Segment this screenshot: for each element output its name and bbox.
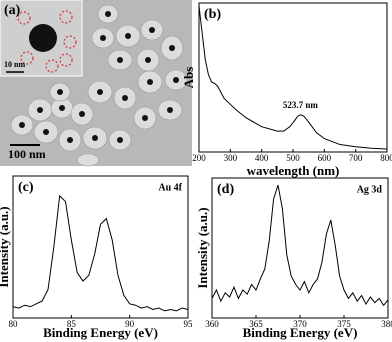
x-tick-label: 375 (337, 319, 351, 329)
panel-label: (c) (18, 180, 34, 195)
x-tick-label: 500 (286, 153, 300, 163)
annotation: Ag 3d (357, 184, 383, 195)
x-tick-label: 800 (380, 153, 392, 163)
spectrum-line (12, 194, 189, 312)
plot-frame (211, 177, 389, 319)
annotation: 523.7 nm (283, 100, 319, 110)
x-tick-label: 700 (349, 153, 363, 163)
spectrum-line (198, 5, 388, 150)
x-tick-label: 365 (249, 319, 263, 329)
particles (10, 4, 188, 167)
x-tick-label: 80 (9, 319, 19, 329)
y-axis-label: Intensity (a.u.) (195, 207, 210, 288)
shell-markers (17, 10, 77, 73)
x-tick-label: 90 (125, 319, 135, 329)
x-tick-label: 300 (224, 153, 238, 163)
spectrum-line (211, 184, 389, 307)
x-axis-label: Binding Energy (eV) (243, 325, 358, 340)
x-tick-label: 380 (381, 319, 392, 329)
y-axis-label: Intensity (a.u.) (0, 206, 11, 287)
scale: 100 nm (8, 147, 46, 161)
panel-label: (d) (217, 182, 234, 197)
plot-frame (198, 2, 388, 153)
core (29, 24, 57, 52)
x-axis-label: Binding Energy (eV) (43, 325, 158, 340)
x-tick-label: 370 (293, 319, 307, 329)
tem-image: (a) 10 nm 100 nm (0, 0, 192, 167)
x-tick-label: 95 (184, 319, 194, 329)
annotation: Au 4f (158, 182, 182, 193)
y-axis-label: Abs (181, 67, 196, 89)
panel-label: (b) (204, 7, 221, 22)
x-tick-label: 600 (318, 153, 332, 163)
inset-scale: 10 nm (4, 60, 25, 69)
panel-label: (a) (4, 3, 21, 18)
x-axis-label: wavelength (nm) (247, 163, 340, 178)
plot-frame (12, 175, 189, 319)
x-tick-label: 85 (67, 319, 77, 329)
x-tick-label: 400 (255, 153, 269, 163)
x-tick-label: 360 (205, 319, 219, 329)
x-tick-label: 200 (192, 153, 206, 163)
